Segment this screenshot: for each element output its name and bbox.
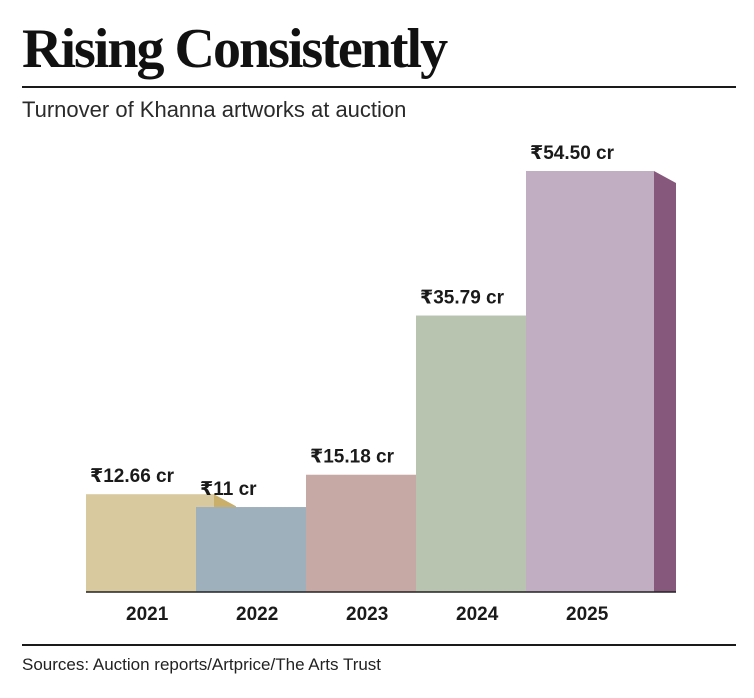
category-label-2022: 2022	[236, 604, 278, 625]
bars-layer	[86, 171, 676, 592]
bottom-divider	[22, 644, 736, 646]
bar-2025	[526, 171, 654, 592]
chart-subtitle: Turnover of Khanna artworks at auction	[22, 97, 407, 122]
source-note: Sources: Auction reports/Artprice/The Ar…	[22, 655, 382, 674]
category-label-2024: 2024	[456, 604, 499, 625]
value-label-2021: ₹12.66 cr	[90, 466, 175, 487]
category-label-2023: 2023	[346, 604, 388, 625]
chart-title: Rising Consistently	[22, 18, 448, 80]
value-label-2023: ₹15.18 cr	[310, 447, 395, 468]
bar-2023	[306, 474, 434, 592]
labels-layer: ₹12.66 cr 2021 ₹11 cr 2022 ₹15.18 cr 2023 ₹35.…	[90, 143, 615, 625]
value-label-2025: ₹54.50 cr	[530, 143, 615, 164]
bar-2022	[196, 507, 324, 592]
value-label-2022: ₹11 cr	[200, 479, 257, 500]
category-label-2021: 2021	[126, 604, 169, 625]
bar-chart: ₹12.66 cr 2021 ₹11 cr 2022 ₹15.18 cr 2023 ₹35.…	[86, 143, 676, 625]
category-label-2025: 2025	[566, 604, 609, 625]
bar-side-2025	[654, 171, 676, 592]
bar-2024	[416, 315, 544, 592]
value-label-2024: ₹35.79 cr	[420, 288, 505, 309]
bar-2021	[86, 494, 214, 592]
top-divider	[22, 86, 736, 88]
